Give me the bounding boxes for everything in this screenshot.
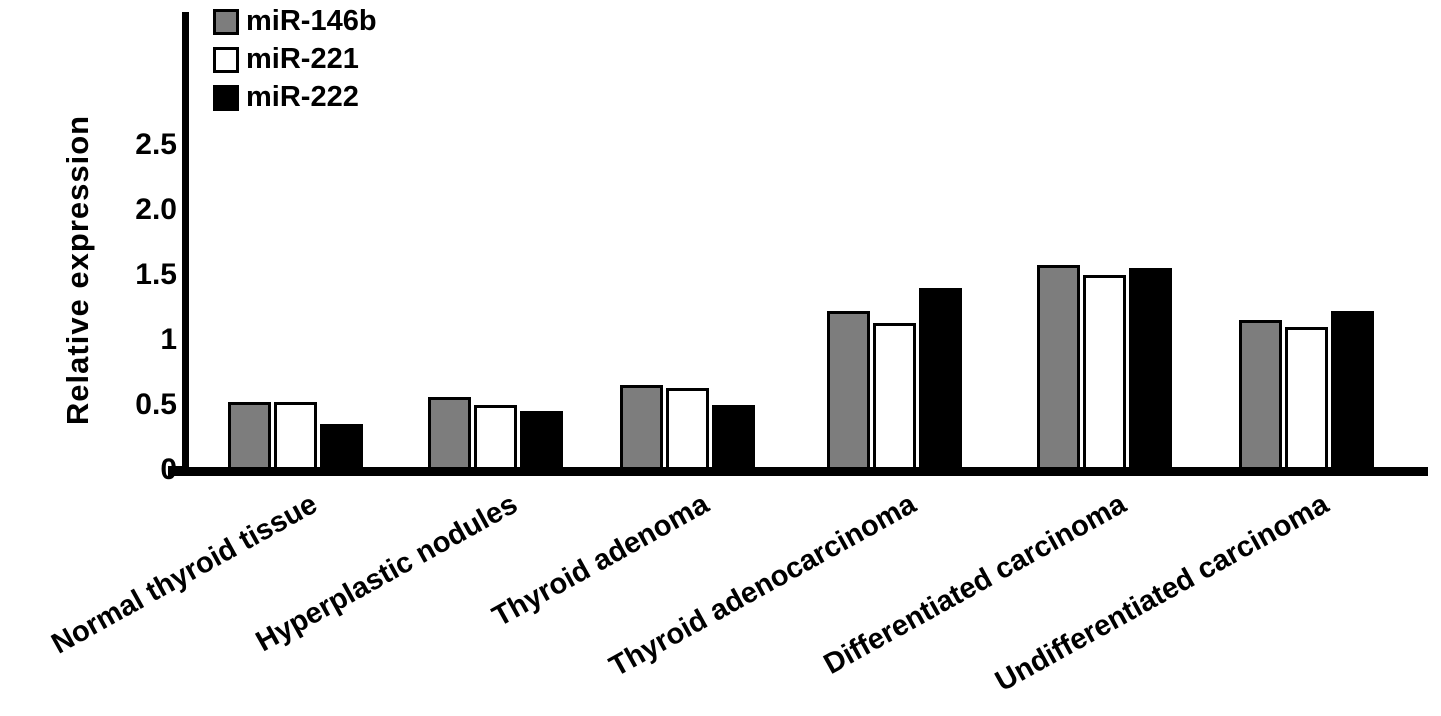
bar-miR-146b-3 [620,385,663,470]
bar-miR-222-5 [1129,268,1172,470]
legend-swatch-mir222 [213,84,239,111]
x-axis-category-label: Undifferentiated carcinoma [989,488,1334,699]
y-tick-label-2.0: 2.0 [135,193,177,226]
y-tick-label-0.5: 0.5 [135,388,177,421]
bar-miR-146b-2 [428,397,471,470]
bar-miR-221-1 [274,402,317,470]
legend-label-mir221: miR-221 [246,43,359,75]
legend-item-mir146b: miR-146b [213,5,377,37]
x-axis-line [180,467,1428,476]
bar-miR-221-3 [666,388,709,470]
bar-miR-221-5 [1083,275,1126,470]
zero-tick-mark [168,466,184,476]
bar-miR-222-1 [320,424,363,470]
legend-swatch-mir146b [213,8,239,35]
bar-miR-146b-6 [1239,320,1282,470]
bar-miR-146b-1 [228,402,271,470]
y-tick-label-0: 0 [160,453,177,486]
bar-miR-146b-5 [1037,265,1080,470]
legend-item-mir222: miR-222 [213,81,377,113]
bar-miR-222-4 [919,288,962,470]
legend-label-mir222: miR-222 [246,81,359,113]
y-axis-line [182,12,189,476]
bar-miR-146b-4 [827,311,870,470]
bar-miR-222-2 [520,411,563,470]
y-tick-label-1.5: 1.5 [135,258,177,291]
legend: miR-146b miR-221 miR-222 [213,5,377,122]
bar-miR-222-6 [1331,311,1374,470]
bar-miR-222-3 [712,405,755,470]
legend-label-mir146b: miR-146b [246,5,377,37]
bar-miR-221-6 [1285,327,1328,470]
bar-miR-221-4 [873,323,916,470]
legend-item-mir221: miR-221 [213,43,377,75]
y-tick-label-1: 1 [160,323,177,356]
bar-miR-221-2 [474,405,517,470]
y-tick-label-2.5: 2.5 [135,128,177,161]
legend-swatch-mir221 [213,46,239,73]
